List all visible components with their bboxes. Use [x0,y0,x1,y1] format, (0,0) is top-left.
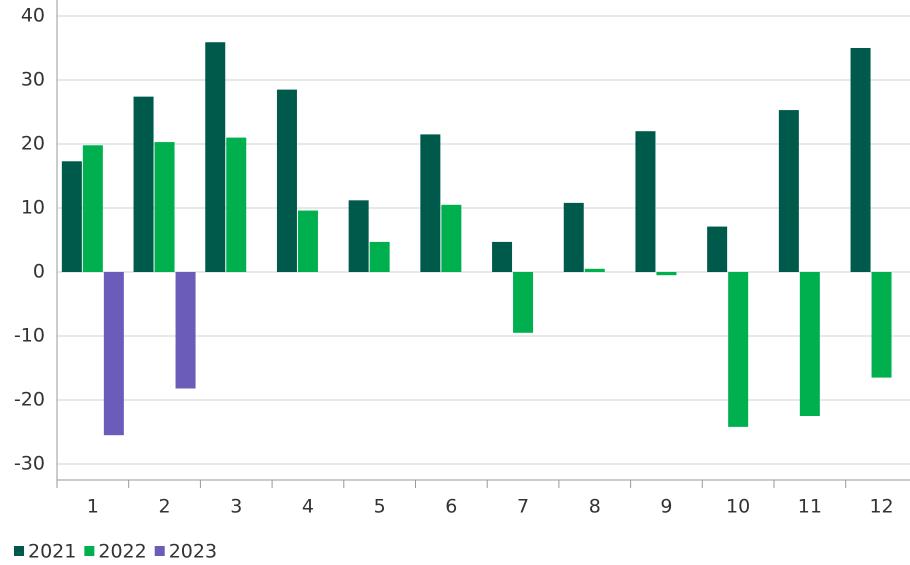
x-tick-label: 11 [798,496,822,518]
x-tick-label: 2 [159,496,171,518]
x-tick-label: 4 [302,496,314,518]
y-tick-label: -30 [14,453,45,475]
legend-label: 2023 [169,541,217,563]
bar [348,200,369,272]
bar [871,272,892,378]
legend-label: 2022 [98,541,146,563]
x-tick-label: 5 [374,496,386,518]
bar [441,204,462,272]
legend-swatch [154,546,165,556]
bar [513,272,534,333]
legend-swatch [84,546,95,556]
y-tick-label: -20 [14,389,45,411]
bar [369,241,390,272]
bar [707,226,728,272]
bar [850,48,871,272]
bar [778,110,799,272]
bar [133,96,154,272]
x-tick-label: 6 [445,496,457,518]
x-tick-label: 1 [87,496,99,518]
y-tick-label: -10 [14,325,45,347]
y-tick-label: 20 [21,133,45,155]
bar [728,272,749,427]
x-tick-label: 12 [869,496,893,518]
x-tick-label: 8 [589,496,601,518]
bar [226,137,247,272]
bar [584,268,605,272]
y-tick-label: 40 [21,5,45,27]
bar [420,134,441,272]
legend-label: 2021 [28,541,76,563]
x-tick-label: 3 [230,496,242,518]
y-tick-label: 10 [21,197,45,219]
bar [154,142,175,272]
bar [563,202,584,272]
x-tick-label: 10 [726,496,750,518]
bar [61,161,82,272]
bar [297,210,318,272]
y-tick-label: 0 [33,261,45,283]
legend-swatch [14,546,24,556]
bar [175,272,196,389]
x-tick-label: 9 [660,496,672,518]
bar [492,241,513,272]
bar [82,145,103,272]
bar [635,131,656,272]
bar [103,272,124,436]
bar [799,272,820,416]
x-tick-label: 7 [517,496,529,518]
y-tick-label: 30 [21,69,45,91]
bar [205,42,226,272]
bar [656,272,677,276]
bar [276,89,297,272]
